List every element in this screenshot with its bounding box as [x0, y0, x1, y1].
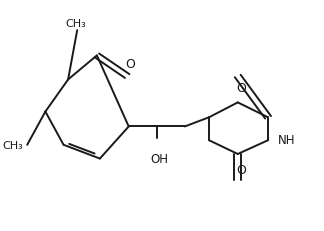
Text: CH₃: CH₃: [65, 19, 86, 29]
Text: O: O: [125, 58, 135, 71]
Text: NH: NH: [278, 133, 295, 146]
Text: O: O: [236, 81, 246, 94]
Text: O: O: [236, 163, 246, 176]
Text: CH₃: CH₃: [2, 140, 23, 150]
Text: OH: OH: [150, 152, 168, 165]
